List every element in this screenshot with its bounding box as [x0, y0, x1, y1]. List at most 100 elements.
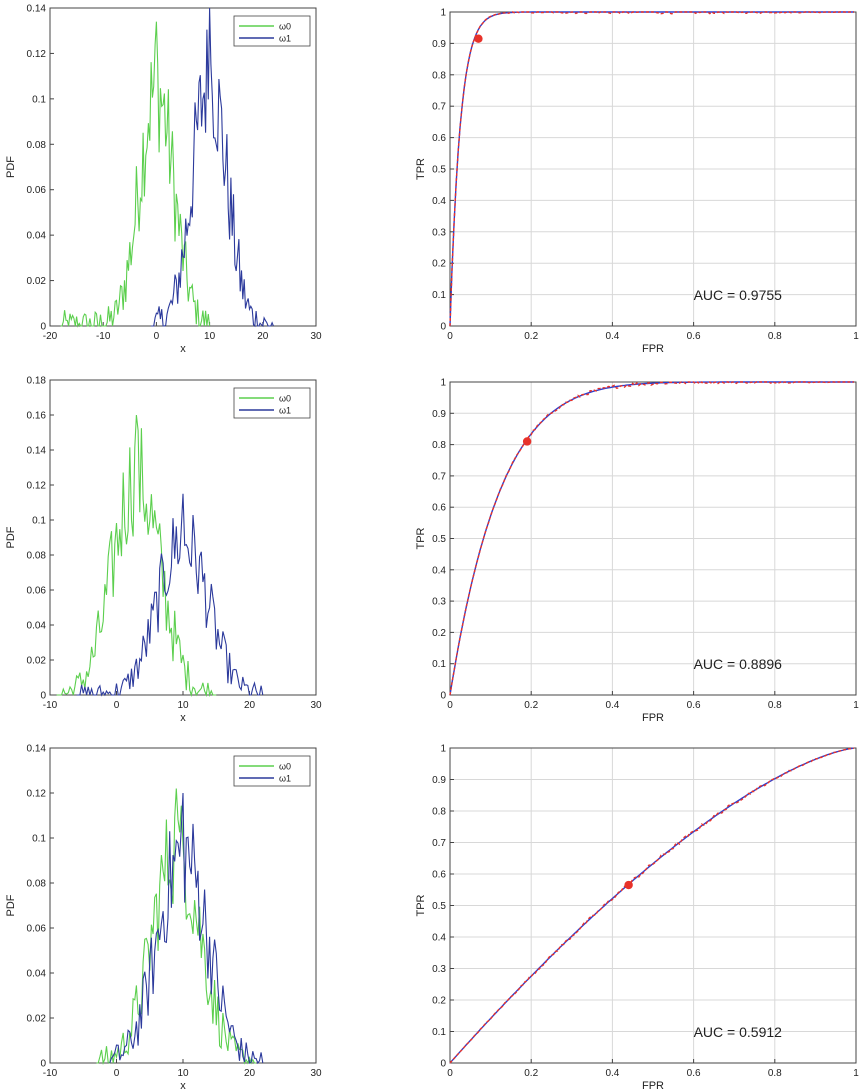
roc-empirical-line — [449, 747, 855, 1064]
x-tick-label: 1 — [853, 331, 859, 342]
operating-point-marker — [474, 34, 483, 43]
y-tick-label: 0.5 — [432, 534, 446, 545]
x-tick-label: -20 — [43, 331, 58, 342]
y-tick-label: 0.06 — [27, 185, 47, 196]
y-tick-label: 0.5 — [432, 165, 446, 176]
y-axis-label: PDF — [5, 526, 17, 548]
y-tick-label: 0.4 — [432, 196, 446, 207]
y-tick-label: 0.14 — [27, 744, 47, 755]
x-axis-label: x — [180, 343, 186, 355]
x-tick-label: 0.2 — [524, 700, 538, 711]
y-tick-label: 0.12 — [27, 49, 47, 60]
series-omega0-line — [60, 21, 211, 328]
pdf-panel-row-2: -10 0 10 20 3000.020.040.060.080.10.120.140.… — [5, 376, 322, 725]
x-tick-label: 0.8 — [768, 1068, 782, 1079]
x-tick-label: 0.2 — [524, 331, 538, 342]
y-tick-label: 0.1 — [432, 659, 446, 670]
roc-empirical-line — [449, 381, 854, 696]
y-axis-label: TPR — [415, 894, 427, 916]
auc-annotation: AUC = 0.5912 — [694, 1024, 783, 1040]
operating-point-marker — [522, 437, 532, 446]
y-tick-label: 0.08 — [27, 551, 47, 562]
legend-box — [233, 15, 311, 47]
y-axis-label: TPR — [415, 527, 427, 549]
y-tick-label: 0.3 — [432, 597, 446, 608]
x-tick-label: 1 — [853, 1068, 859, 1079]
y-tick-label: 0.1 — [432, 290, 446, 301]
legend-label: ω0 — [279, 762, 291, 772]
x-tick-label: -10 — [43, 1068, 58, 1079]
y-tick-label: 0.9 — [432, 39, 446, 50]
x-tick-label: 0 — [114, 1068, 120, 1079]
pdf-panel-row-3: -10 0 10 20 3000.020.040.060.080.10.120.14xP… — [5, 744, 322, 1092]
y-tick-label: 0.16 — [27, 411, 47, 422]
y-tick-label: 0.14 — [27, 4, 47, 15]
y-tick-label: 0.4 — [432, 565, 446, 576]
y-tick-label: 0.2 — [432, 996, 446, 1007]
y-tick-label: 1 — [440, 8, 446, 19]
y-tick-label: 0.12 — [27, 481, 47, 492]
x-tick-label: 0 — [154, 331, 160, 342]
y-tick-label: 0 — [40, 1059, 46, 1070]
y-tick-label: 0.2 — [432, 259, 446, 270]
y-tick-label: 0.14 — [27, 446, 47, 457]
y-tick-label: 0.4 — [432, 933, 446, 944]
x-tick-label: 0 — [114, 700, 120, 711]
legend-label: ω1 — [279, 34, 291, 44]
y-tick-label: 0.1 — [32, 834, 46, 845]
y-tick-label: 0.7 — [432, 102, 446, 113]
x-tick-label: 30 — [310, 700, 322, 711]
y-tick-label: 0 — [440, 691, 446, 702]
y-tick-label: 0.6 — [432, 870, 446, 881]
series-omega1-line — [109, 792, 264, 1065]
y-tick-label: 0.08 — [27, 879, 47, 890]
legend-label: ω0 — [279, 394, 291, 404]
y-tick-label: 0.06 — [27, 924, 47, 935]
y-tick-label: 0.1 — [432, 1027, 446, 1038]
y-tick-label: 0.5 — [432, 901, 446, 912]
x-tick-label: 10 — [177, 1068, 189, 1079]
x-axis-label: x — [180, 1080, 186, 1092]
y-tick-label: 0.12 — [27, 789, 47, 800]
series-omega0-line — [56, 414, 217, 698]
y-tick-label: 0.02 — [27, 1014, 47, 1025]
roc-panel-row-1: 0 0.2 0.4 0.6 0.8 1 0 0.1 0.2 0.3 0.4 0.5 0.6 0.7 0.8 0… — [415, 8, 859, 356]
series-omega0-line — [96, 788, 257, 1066]
y-tick-label: 0.7 — [432, 838, 446, 849]
x-tick-label: -10 — [96, 331, 111, 342]
x-tick-label: 1 — [853, 700, 859, 711]
x-axis-label: FPR — [642, 712, 664, 724]
x-tick-label: 10 — [204, 331, 216, 342]
x-axis-label: FPR — [642, 1080, 664, 1092]
y-tick-label: 0.8 — [432, 70, 446, 81]
x-tick-label: 0.4 — [605, 700, 619, 711]
y-tick-label: 0.3 — [432, 964, 446, 975]
x-tick-label: 20 — [244, 1068, 256, 1079]
y-tick-label: 0.8 — [432, 807, 446, 818]
y-tick-label: 0.1 — [32, 516, 46, 527]
x-tick-label: 0.8 — [768, 331, 782, 342]
x-tick-label: 0 — [447, 700, 453, 711]
axes-frame — [49, 7, 317, 327]
series-omega1-line — [76, 493, 264, 697]
x-axis-label: FPR — [642, 343, 664, 355]
y-tick-label: 0.18 — [27, 376, 47, 387]
legend-label: ω1 — [279, 774, 291, 784]
y-tick-label: 0.7 — [432, 471, 446, 482]
x-tick-label: 30 — [310, 331, 322, 342]
y-tick-label: 0.02 — [27, 656, 47, 667]
x-tick-label: 0.6 — [687, 1068, 701, 1079]
y-tick-label: 0.08 — [27, 140, 47, 151]
x-tick-label: -10 — [43, 700, 58, 711]
y-tick-label: 0.2 — [432, 628, 446, 639]
y-tick-label: 0.6 — [432, 133, 446, 144]
y-tick-label: 0.3 — [432, 227, 446, 238]
roc-panel-row-2: 0 0.2 0.4 0.6 0.8 1 0 0.1 0.2 0.3 0.4 0.5 0.6 0.7 0.8 0… — [415, 378, 859, 725]
y-tick-label: 0.6 — [432, 503, 446, 514]
y-tick-label: 0.04 — [27, 621, 47, 632]
auc-annotation: AUC = 0.8896 — [694, 656, 783, 672]
x-axis-label: x — [180, 712, 186, 724]
